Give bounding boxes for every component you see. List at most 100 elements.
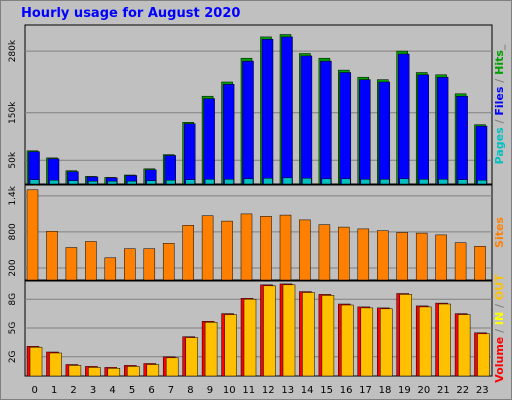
x-tick-label: 0 [32, 385, 38, 396]
y-tick-label: 5G [8, 322, 18, 335]
x-tick-label: 11 [242, 385, 255, 396]
bar-pages-22 [457, 179, 468, 185]
legend-entry: IN [493, 312, 506, 325]
x-tick-label: 17 [359, 385, 372, 396]
bar-out-5 [127, 366, 140, 377]
bar-pages-8 [185, 179, 195, 185]
bar-files-12 [261, 38, 274, 185]
bar-out-17 [360, 307, 374, 377]
x-tick-label: 7 [168, 385, 174, 396]
legend-entry: / [493, 116, 506, 128]
bar-pages-1 [49, 179, 59, 185]
bar-out-16 [341, 304, 354, 377]
bar-out-9 [204, 322, 218, 377]
bar-sites-2 [65, 247, 78, 281]
bar-sites-7 [162, 243, 175, 281]
bar-pages-15 [321, 178, 332, 185]
bar-sites-23 [474, 246, 486, 281]
bar-files-22 [456, 95, 468, 185]
bar-sites-5 [124, 248, 136, 281]
x-tick-label: 18 [379, 385, 392, 396]
bar-sites-6 [143, 248, 156, 281]
bar-files-9 [203, 98, 215, 185]
x-tick-label: 10 [223, 385, 236, 396]
bar-pages-0 [29, 179, 40, 185]
x-tick-label: 19 [398, 385, 411, 396]
bar-pages-10 [224, 179, 234, 185]
bar-out-15 [321, 295, 335, 377]
bar-pages-13 [282, 177, 293, 185]
y-tick-label: 150k [8, 101, 18, 124]
legend-entry: / [493, 300, 506, 312]
legend-1: Sites [493, 217, 506, 248]
bar-pages-6 [146, 180, 157, 185]
bar-out-12 [263, 285, 276, 377]
x-tick-label: 13 [281, 385, 294, 396]
bar-out-0 [29, 346, 43, 377]
bar-out-2 [68, 365, 82, 377]
y-tick-label: 50k [8, 151, 18, 168]
bar-sites-18 [377, 230, 389, 281]
bar-out-8 [185, 337, 198, 377]
bar-pages-18 [380, 179, 390, 185]
bar-sites-9 [201, 215, 214, 281]
legend-entry: Pages [493, 127, 506, 165]
y-tick-label: 2G [8, 350, 18, 363]
legend-entry: OUT [493, 274, 506, 300]
chart-title: Hourly usage for August 2020 [21, 6, 241, 21]
bar-files-14 [300, 55, 313, 185]
bar-pages-16 [341, 178, 351, 185]
bar-files-16 [339, 72, 352, 185]
bar-files-0 [28, 151, 40, 185]
bar-sites-22 [454, 242, 467, 281]
bar-sites-17 [357, 228, 370, 281]
bar-sites-1 [46, 231, 58, 281]
bar-files-13 [281, 36, 293, 185]
bar-out-21 [438, 303, 451, 377]
bar-sites-14 [299, 219, 311, 281]
x-tick-label: 2 [70, 385, 76, 396]
bar-sites-3 [85, 241, 97, 281]
x-tick-label: 3 [90, 385, 96, 396]
plot-area-1 [24, 184, 493, 281]
bar-pages-11 [243, 178, 254, 185]
x-tick-label: 9 [207, 385, 213, 396]
bar-files-15 [320, 60, 332, 185]
bar-out-13 [282, 284, 296, 377]
bar-pages-7 [165, 179, 176, 185]
bar-out-20 [418, 306, 432, 377]
bar-pages-21 [438, 179, 448, 185]
bar-out-10 [224, 314, 237, 377]
bar-files-11 [242, 60, 254, 185]
y-tick-label: 1.4k [8, 185, 18, 205]
bar-pages-12 [263, 178, 273, 185]
bar-files-20 [417, 74, 429, 185]
x-tick-label: 5 [129, 385, 135, 396]
bar-files-10 [222, 84, 235, 185]
x-tick-label: 16 [340, 385, 353, 396]
x-tick-label: 15 [320, 385, 333, 396]
x-tick-label: 23 [476, 385, 489, 396]
bar-pages-23 [477, 179, 487, 185]
x-tick-label: 12 [262, 385, 275, 396]
bar-out-19 [399, 294, 412, 377]
bar-sites-11 [240, 213, 253, 281]
bar-sites-4 [104, 257, 117, 281]
bar-sites-13 [279, 214, 292, 281]
y-tick-label: 200 [8, 259, 18, 276]
legend-2: Volume / IN / OUT [493, 274, 506, 383]
bar-sites-21 [435, 234, 447, 281]
legend-0: Pages / Files / Hits_ [493, 44, 506, 164]
legend-entry: Files [493, 86, 506, 116]
x-tick-label: 1 [51, 385, 57, 396]
bar-files-7 [164, 155, 176, 185]
y-tick-label: 800 [8, 223, 18, 240]
bar-out-4 [107, 368, 121, 377]
bar-pages-17 [360, 179, 371, 185]
bar-pages-3 [88, 180, 98, 185]
bar-pages-20 [418, 179, 429, 185]
bar-out-7 [165, 357, 179, 377]
bar-files-19 [397, 53, 410, 185]
bar-out-11 [243, 298, 257, 377]
